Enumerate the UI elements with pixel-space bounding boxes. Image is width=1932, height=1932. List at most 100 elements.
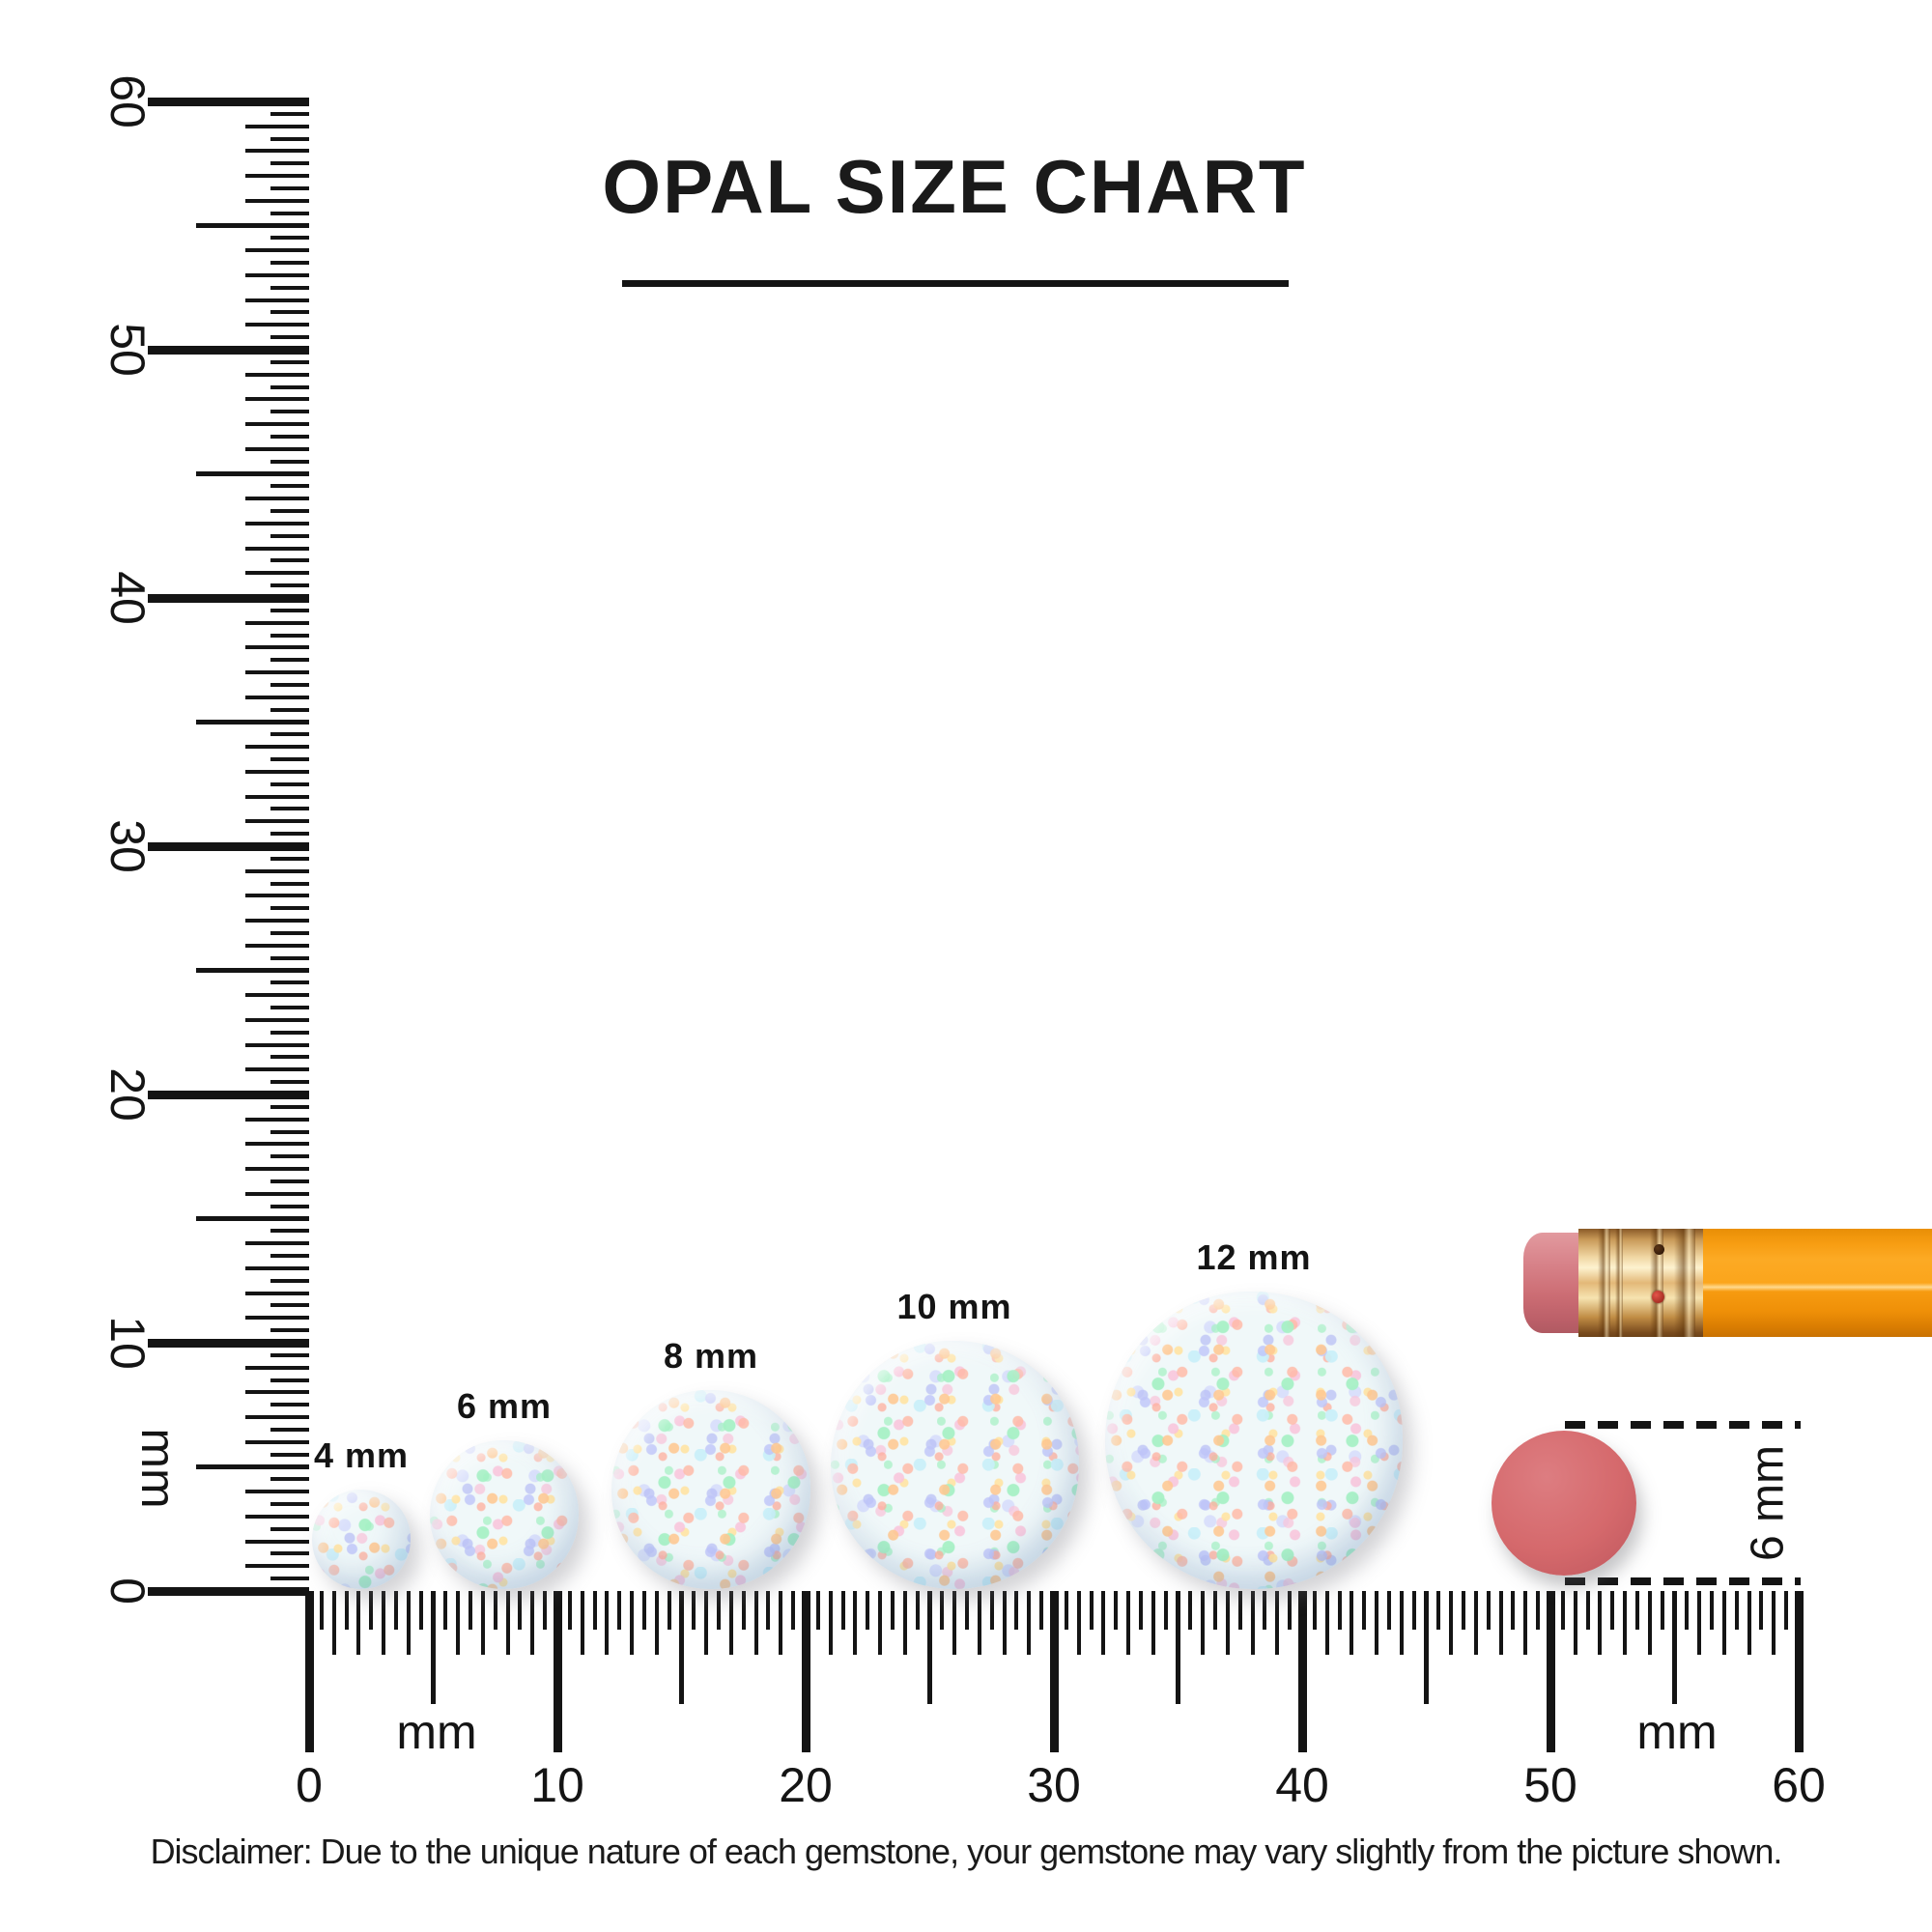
h-tick-sub	[1386, 1591, 1391, 1630]
h-tick-unit	[1250, 1591, 1255, 1655]
pencil-body	[1703, 1229, 1932, 1337]
h-tick-sub	[1237, 1591, 1242, 1630]
h-tick-sub	[1486, 1591, 1491, 1630]
h-tick-sub	[1114, 1591, 1119, 1630]
h-tick-sub	[1312, 1591, 1317, 1630]
v-tick-sub	[270, 1104, 309, 1109]
h-tick-unit	[654, 1591, 659, 1655]
h-tick-sub	[469, 1591, 473, 1630]
horizontal-ruler-unit-label-left: mm	[396, 1705, 477, 1759]
h-tick-sub	[1511, 1591, 1516, 1630]
v-tick-unit	[245, 620, 309, 625]
v-tick-sub	[270, 261, 309, 266]
v-tick-sub	[270, 509, 309, 514]
h-tick-sub	[1560, 1591, 1565, 1630]
v-tick-sub	[270, 1403, 309, 1407]
h-tick-unit	[1002, 1591, 1007, 1655]
v-tick-unit	[245, 1241, 309, 1246]
h-tick-sub	[1436, 1591, 1441, 1630]
v-tick-unit	[245, 1191, 309, 1196]
v-tick-half	[196, 720, 309, 724]
v-tick-half	[196, 223, 309, 228]
h-tick-sub	[344, 1591, 349, 1630]
v-tick-major	[148, 1090, 309, 1099]
v-tick-unit	[245, 1265, 309, 1270]
h-tick-unit	[1498, 1591, 1503, 1655]
v-tick-half	[196, 1464, 309, 1469]
h-tick-unit	[753, 1591, 758, 1655]
opal-label-10mm: 10 mm	[896, 1287, 1012, 1326]
h-tick-unit	[1721, 1591, 1726, 1655]
h-tick-sub	[840, 1591, 845, 1630]
h-tick-unit	[1375, 1591, 1379, 1655]
h-tick-sub	[1337, 1591, 1342, 1630]
v-tick-sub	[270, 930, 309, 935]
v-tick-unit	[245, 397, 309, 402]
dimension-dash-top	[1565, 1421, 1801, 1429]
v-tick-sub	[270, 1154, 309, 1159]
v-tick-sub	[270, 1477, 309, 1482]
h-tick-sub	[1138, 1591, 1143, 1630]
v-tick-sub	[270, 881, 309, 886]
v-tick-unit	[245, 198, 309, 203]
v-tick-unit	[245, 819, 309, 824]
v-tick-sub	[270, 732, 309, 737]
v-tick-major	[148, 841, 309, 851]
v-ruler-number: 0	[100, 1577, 155, 1605]
v-tick-unit	[245, 124, 309, 128]
h-tick-unit	[1076, 1591, 1081, 1655]
h-tick-sub	[1710, 1591, 1715, 1630]
h-tick-unit	[1201, 1591, 1206, 1655]
v-tick-sub	[270, 136, 309, 141]
h-tick-half	[1176, 1591, 1180, 1704]
v-tick-sub	[270, 1427, 309, 1432]
v-tick-unit	[245, 149, 309, 154]
opal-label-8mm: 8 mm	[663, 1336, 759, 1377]
h-tick-sub	[1213, 1591, 1218, 1630]
opal-label-4mm: 4 mm	[313, 1435, 410, 1476]
v-tick-unit	[245, 1365, 309, 1370]
h-tick-unit	[1623, 1591, 1628, 1655]
h-tick-sub	[319, 1591, 324, 1630]
h-tick-unit	[580, 1591, 584, 1655]
v-tick-unit	[245, 794, 309, 799]
v-ruler-number: 10	[100, 1316, 155, 1370]
h-tick-sub	[493, 1591, 497, 1630]
v-tick-unit	[245, 1439, 309, 1444]
h-tick-sub	[791, 1591, 796, 1630]
h-tick-unit	[1647, 1591, 1652, 1655]
v-tick-sub	[270, 906, 309, 911]
ferrule-rivet-dark	[1654, 1244, 1664, 1255]
h-tick-unit	[1449, 1591, 1454, 1655]
v-tick-sub	[270, 1551, 309, 1556]
v-tick-half	[196, 471, 309, 476]
h-tick-half	[679, 1591, 684, 1704]
v-tick-sub	[270, 707, 309, 712]
v-tick-sub	[270, 1577, 309, 1581]
h-tick-sub	[940, 1591, 945, 1630]
h-tick-half	[1424, 1591, 1429, 1704]
h-tick-sub	[1634, 1591, 1639, 1630]
v-tick-unit	[245, 1564, 309, 1569]
disclaimer-text: Disclaimer: Due to the unique nature of …	[150, 1832, 1783, 1871]
v-tick-unit	[245, 1539, 309, 1544]
h-ruler-number: 10	[530, 1758, 584, 1812]
h-tick-sub	[1089, 1591, 1094, 1630]
h-tick-sub	[1784, 1591, 1789, 1630]
v-tick-sub	[270, 1526, 309, 1531]
v-tick-unit	[245, 422, 309, 427]
horizontal-ruler-unit-label-right: mm	[1636, 1705, 1718, 1759]
v-tick-unit	[245, 1017, 309, 1022]
v-tick-unit	[245, 248, 309, 253]
h-tick-unit	[1225, 1591, 1230, 1655]
dimension-dash-bottom	[1565, 1577, 1801, 1585]
v-tick-sub	[270, 1204, 309, 1208]
v-tick-unit	[245, 1390, 309, 1395]
v-tick-sub	[270, 1229, 309, 1234]
v-tick-unit	[245, 497, 309, 501]
h-tick-unit	[406, 1591, 411, 1655]
h-tick-major	[553, 1591, 562, 1752]
v-tick-sub	[270, 1179, 309, 1183]
opal-label-12mm: 12 mm	[1196, 1236, 1312, 1277]
